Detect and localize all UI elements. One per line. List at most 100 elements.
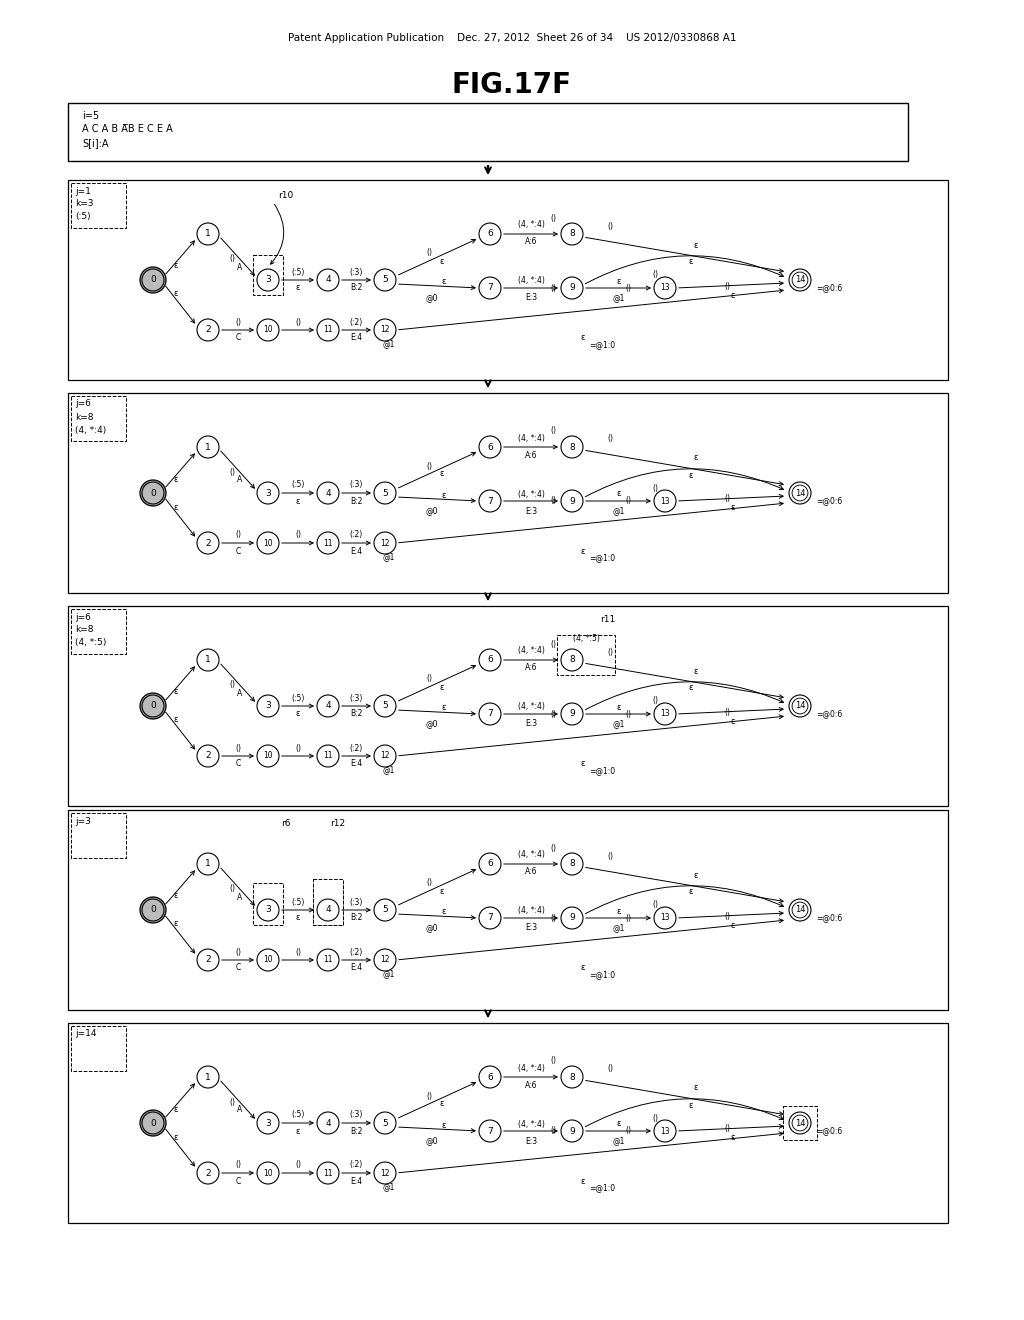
Text: @1: @1 xyxy=(383,969,395,978)
Text: (:5): (:5) xyxy=(291,898,305,907)
Text: 7: 7 xyxy=(487,1126,493,1135)
Text: ε: ε xyxy=(581,759,585,768)
Bar xyxy=(68,393,948,593)
Bar xyxy=(71,183,126,228)
Circle shape xyxy=(561,907,583,929)
Text: (4, *:4): (4, *:4) xyxy=(517,907,545,916)
Text: 12: 12 xyxy=(380,1168,390,1177)
Circle shape xyxy=(197,744,219,767)
Text: r6: r6 xyxy=(282,820,291,829)
Text: (): () xyxy=(550,426,556,436)
Text: 1: 1 xyxy=(205,859,211,869)
Text: ε: ε xyxy=(689,684,693,693)
Text: 3: 3 xyxy=(265,1118,271,1127)
Text: (4, *:4): (4, *:4) xyxy=(517,1119,545,1129)
Text: ε: ε xyxy=(689,1101,693,1110)
Text: (): () xyxy=(626,496,632,506)
Circle shape xyxy=(257,949,279,972)
Text: A:6: A:6 xyxy=(524,1081,538,1089)
Circle shape xyxy=(257,1162,279,1184)
Text: k=3: k=3 xyxy=(75,199,93,209)
Text: ε: ε xyxy=(296,284,300,293)
Bar xyxy=(71,396,126,441)
Text: E:3: E:3 xyxy=(525,924,537,932)
Bar xyxy=(783,1106,817,1140)
Text: 4: 4 xyxy=(326,488,331,498)
Text: ε: ε xyxy=(616,702,621,711)
Circle shape xyxy=(197,436,219,458)
Text: 2: 2 xyxy=(205,539,211,548)
Text: 14: 14 xyxy=(795,701,805,710)
Bar xyxy=(71,1026,126,1071)
Circle shape xyxy=(479,907,501,929)
Text: ε: ε xyxy=(439,1100,443,1109)
Text: E:4: E:4 xyxy=(350,759,362,768)
Text: =@1:0: =@1:0 xyxy=(590,970,615,979)
Text: (:5): (:5) xyxy=(75,213,91,222)
Text: (): () xyxy=(229,255,234,264)
Circle shape xyxy=(561,490,583,512)
Circle shape xyxy=(257,532,279,554)
Text: ε: ε xyxy=(174,1133,178,1142)
Text: (): () xyxy=(607,1064,613,1073)
Text: ε: ε xyxy=(730,920,735,929)
Text: (): () xyxy=(427,1092,432,1101)
Circle shape xyxy=(790,482,811,504)
Circle shape xyxy=(317,269,339,290)
Text: ε: ε xyxy=(174,289,178,298)
Text: (): () xyxy=(234,318,241,326)
Text: (): () xyxy=(607,648,613,656)
Text: ε: ε xyxy=(174,474,178,483)
Text: (): () xyxy=(229,1097,234,1106)
Text: ε: ε xyxy=(441,277,445,286)
Text: 12: 12 xyxy=(380,751,390,760)
Text: =@1:0: =@1:0 xyxy=(590,553,615,562)
Circle shape xyxy=(479,853,501,875)
Text: B:2: B:2 xyxy=(350,496,362,506)
Text: A C A B A̅B E C E A: A C A B A̅B E C E A xyxy=(82,124,173,135)
Bar xyxy=(71,609,126,653)
Text: (4, *:4): (4, *:4) xyxy=(517,490,545,499)
Text: (): () xyxy=(550,214,556,223)
Text: 5: 5 xyxy=(382,1118,388,1127)
Circle shape xyxy=(793,484,808,500)
Text: 11: 11 xyxy=(324,539,333,548)
Text: (:2): (:2) xyxy=(350,531,364,540)
Circle shape xyxy=(197,853,219,875)
Text: (:3): (:3) xyxy=(350,1110,364,1119)
Text: (): () xyxy=(550,710,556,718)
Text: A:6: A:6 xyxy=(524,664,538,672)
Text: 8: 8 xyxy=(569,656,574,664)
Text: 1: 1 xyxy=(205,230,211,239)
Bar xyxy=(68,810,948,1010)
Text: (:3): (:3) xyxy=(350,693,364,702)
Circle shape xyxy=(317,532,339,554)
Text: 1: 1 xyxy=(205,442,211,451)
Text: ε: ε xyxy=(174,715,178,725)
Text: j=14: j=14 xyxy=(75,1030,96,1039)
Text: @0: @0 xyxy=(425,293,437,302)
Text: ε: ε xyxy=(439,682,443,692)
Text: (:2): (:2) xyxy=(350,318,364,326)
Text: A: A xyxy=(238,1106,243,1114)
Circle shape xyxy=(317,1111,339,1134)
Text: 12: 12 xyxy=(380,539,390,548)
Circle shape xyxy=(257,744,279,767)
Text: (): () xyxy=(427,248,432,257)
Text: (): () xyxy=(626,913,632,923)
Text: E:4: E:4 xyxy=(350,334,362,342)
Circle shape xyxy=(561,649,583,671)
Text: A:6: A:6 xyxy=(524,238,538,247)
Text: (4, *:4): (4, *:4) xyxy=(75,425,106,434)
Text: C: C xyxy=(236,1176,241,1185)
Circle shape xyxy=(197,1162,219,1184)
Text: 0: 0 xyxy=(151,276,156,285)
Text: ε: ε xyxy=(174,688,178,697)
Circle shape xyxy=(374,319,396,341)
Text: (): () xyxy=(626,710,632,718)
Text: =@1:0: =@1:0 xyxy=(590,1184,615,1192)
Text: ε: ε xyxy=(174,1105,178,1114)
Circle shape xyxy=(561,277,583,300)
Text: (): () xyxy=(652,483,658,492)
Circle shape xyxy=(197,649,219,671)
